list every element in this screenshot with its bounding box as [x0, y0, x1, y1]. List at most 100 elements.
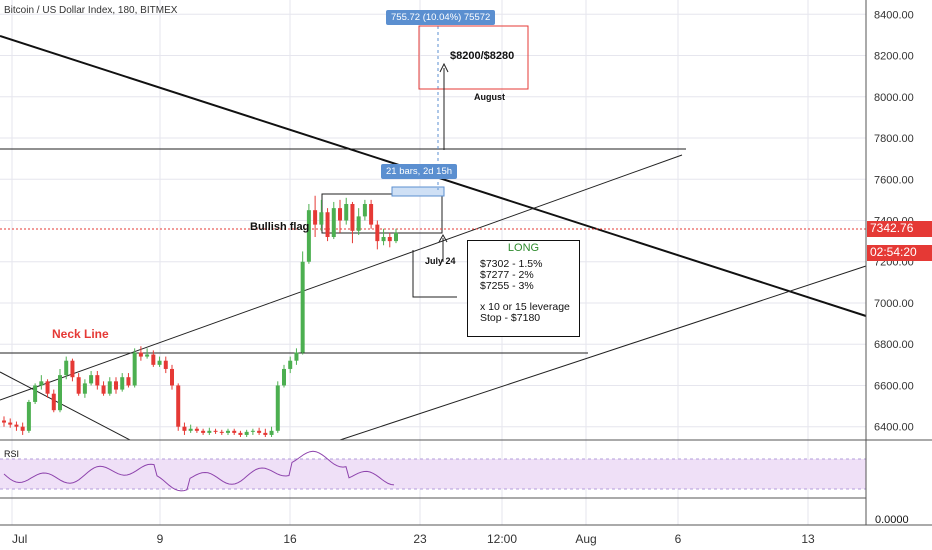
candle [33, 383, 38, 405]
candle [182, 422, 187, 435]
candle-body [33, 385, 38, 402]
candle-body [313, 210, 318, 225]
candle [226, 428, 230, 435]
price-tick-label: 8200.00 [874, 51, 914, 63]
candle-body [350, 204, 355, 231]
candle-body [269, 430, 274, 435]
candle [157, 356, 162, 367]
time-tick-label: 9 [157, 532, 164, 546]
candle [263, 428, 268, 437]
candle [238, 430, 243, 437]
candle [294, 348, 299, 365]
candle-body [132, 352, 137, 386]
candle [163, 356, 168, 374]
candle-body [145, 354, 150, 357]
candle-body [14, 424, 19, 427]
candle-body [219, 431, 224, 433]
candle [250, 428, 255, 435]
price-tick-label: 8000.00 [874, 92, 914, 104]
candle [282, 364, 286, 388]
candle [244, 429, 249, 437]
long-stop: Stop - $7180 [480, 312, 541, 324]
candle [101, 381, 106, 396]
candle-body [232, 430, 237, 433]
target-arrow-head [439, 62, 449, 73]
candle [375, 220, 380, 250]
target-box [418, 25, 529, 90]
candle-body [394, 232, 398, 242]
candle [288, 356, 293, 374]
candle-body [387, 236, 392, 242]
candle [58, 368, 62, 413]
chart-title: Bitcoin / US Dollar Index, 180, BITMEX [4, 5, 178, 16]
candle-body [8, 422, 13, 425]
candle [387, 232, 392, 248]
measure-bars-label: 21 bars, 2d 15h [381, 164, 458, 179]
candle [51, 389, 56, 413]
candle [219, 429, 224, 435]
candle-body [250, 430, 255, 432]
candle [170, 364, 174, 390]
candle-body [257, 430, 262, 433]
candle [8, 418, 13, 428]
candle-body [101, 385, 106, 394]
bullish-flag-label: Bullish flag [250, 221, 310, 233]
candle [362, 199, 367, 221]
candle-body [369, 204, 374, 225]
candle-body [338, 208, 342, 221]
time-tick-label: Aug [575, 532, 596, 546]
candle [232, 428, 237, 435]
candle [269, 426, 274, 437]
candle [356, 208, 361, 235]
candle [114, 377, 118, 394]
candle [45, 379, 50, 398]
candle [313, 195, 318, 237]
price-tick-label: 8400.00 [874, 9, 914, 21]
candle [89, 371, 94, 386]
rsi-band [0, 459, 866, 489]
candle [257, 427, 262, 435]
candle-body [244, 431, 249, 435]
candle [188, 424, 193, 433]
candle-body [300, 261, 305, 353]
candle [138, 346, 143, 361]
rsi-label: RSI [4, 449, 20, 459]
candle [82, 379, 87, 398]
candle [20, 422, 25, 435]
candle [338, 199, 342, 233]
candle [207, 427, 212, 435]
candle [2, 416, 6, 427]
candle-body [58, 375, 62, 411]
candle-body [331, 208, 336, 237]
candle [194, 426, 199, 433]
candle-body [356, 216, 361, 231]
candle-body [238, 432, 243, 435]
candle-body [45, 381, 50, 394]
candle-body [107, 381, 112, 394]
time-tick-label: 23 [413, 532, 427, 546]
candle-body [282, 368, 286, 386]
price-tick-label: 6800.00 [874, 339, 914, 351]
candle [176, 383, 181, 431]
price-tick-label: 7800.00 [874, 133, 914, 145]
candle [107, 377, 112, 396]
candle-body [319, 212, 324, 225]
candle-body [76, 377, 81, 394]
candle [145, 348, 150, 359]
rsi-line [3, 450, 395, 492]
price-tick-label: 6400.00 [874, 422, 914, 434]
candle [70, 358, 75, 382]
time-tick-label: 12:00 [487, 532, 517, 546]
july24-arrow-head [438, 233, 448, 243]
countdown-tag: 02:54:20 [867, 245, 932, 261]
candle [132, 348, 137, 388]
candle-body [2, 420, 6, 423]
candle-body [275, 385, 280, 431]
candle-body [288, 360, 293, 369]
candle-body [163, 360, 168, 369]
grid [0, 0, 866, 525]
candle [14, 421, 19, 431]
candle-body [151, 354, 156, 365]
countdown-label: 02:54:20 [870, 245, 917, 259]
